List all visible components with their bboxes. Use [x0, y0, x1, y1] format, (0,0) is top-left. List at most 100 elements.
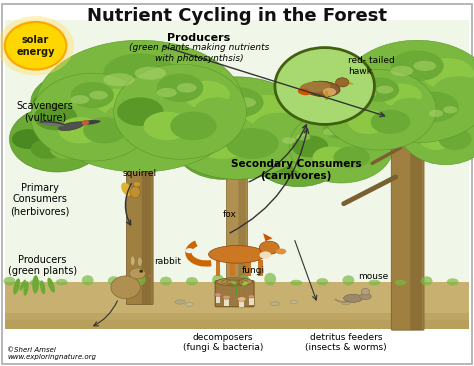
Ellipse shape — [135, 67, 166, 80]
Ellipse shape — [220, 127, 235, 133]
Ellipse shape — [312, 146, 349, 168]
Ellipse shape — [76, 83, 105, 101]
Text: Nutrient Cycling in the Forest: Nutrient Cycling in the Forest — [87, 7, 387, 26]
FancyBboxPatch shape — [410, 109, 422, 330]
Ellipse shape — [111, 276, 140, 299]
Ellipse shape — [443, 106, 457, 113]
Ellipse shape — [301, 132, 334, 152]
Ellipse shape — [75, 120, 100, 125]
Ellipse shape — [432, 76, 474, 107]
Ellipse shape — [46, 91, 90, 117]
Ellipse shape — [302, 124, 338, 146]
Bar — [258, 260, 263, 276]
Bar — [5, 282, 469, 329]
Ellipse shape — [447, 278, 458, 285]
Ellipse shape — [371, 110, 410, 134]
Ellipse shape — [376, 86, 393, 94]
Ellipse shape — [308, 144, 341, 164]
Ellipse shape — [31, 73, 154, 161]
Circle shape — [361, 288, 370, 295]
Ellipse shape — [282, 127, 315, 147]
Circle shape — [275, 48, 374, 124]
Ellipse shape — [31, 73, 116, 132]
Ellipse shape — [13, 278, 20, 295]
Ellipse shape — [157, 74, 203, 102]
Ellipse shape — [429, 99, 462, 121]
Ellipse shape — [237, 297, 246, 301]
Ellipse shape — [32, 275, 39, 294]
Ellipse shape — [298, 89, 311, 95]
Bar — [249, 298, 254, 305]
Ellipse shape — [215, 293, 221, 296]
Ellipse shape — [210, 102, 233, 113]
Ellipse shape — [238, 275, 250, 285]
Ellipse shape — [165, 113, 218, 143]
Ellipse shape — [161, 77, 313, 179]
Circle shape — [5, 22, 66, 70]
Text: squirrel: squirrel — [123, 169, 157, 178]
FancyBboxPatch shape — [127, 120, 153, 305]
Ellipse shape — [242, 282, 248, 285]
Ellipse shape — [375, 92, 428, 122]
Ellipse shape — [185, 248, 194, 253]
Text: fungi: fungi — [242, 266, 265, 275]
Ellipse shape — [420, 276, 432, 285]
Ellipse shape — [248, 295, 254, 298]
Ellipse shape — [41, 86, 114, 126]
FancyArrowPatch shape — [372, 148, 401, 163]
Ellipse shape — [419, 128, 453, 150]
Ellipse shape — [31, 139, 64, 159]
Ellipse shape — [117, 97, 164, 126]
Ellipse shape — [59, 117, 101, 143]
Ellipse shape — [9, 106, 104, 172]
FancyBboxPatch shape — [227, 146, 247, 294]
Ellipse shape — [39, 121, 65, 126]
Ellipse shape — [47, 278, 55, 292]
Ellipse shape — [209, 246, 265, 263]
Ellipse shape — [134, 274, 146, 285]
Ellipse shape — [29, 279, 41, 285]
Ellipse shape — [429, 110, 443, 117]
Ellipse shape — [41, 85, 71, 102]
Ellipse shape — [50, 102, 80, 120]
Ellipse shape — [195, 128, 248, 159]
FancyBboxPatch shape — [142, 120, 151, 304]
Text: Scavengers
(vulture): Scavengers (vulture) — [17, 101, 73, 123]
FancyBboxPatch shape — [391, 109, 424, 330]
Ellipse shape — [50, 139, 83, 159]
Text: red- tailed
hawk: red- tailed hawk — [348, 56, 395, 76]
Ellipse shape — [157, 88, 177, 97]
Ellipse shape — [197, 146, 230, 166]
Ellipse shape — [292, 135, 328, 157]
Ellipse shape — [406, 92, 459, 122]
Ellipse shape — [144, 112, 190, 140]
Ellipse shape — [19, 280, 26, 291]
Polygon shape — [263, 233, 273, 241]
Bar — [5, 313, 469, 320]
Ellipse shape — [193, 97, 240, 126]
Ellipse shape — [71, 82, 114, 108]
Ellipse shape — [185, 303, 194, 306]
Text: ©Sheri Amsel
www.exploringnature.org: ©Sheri Amsel www.exploringnature.org — [7, 347, 96, 360]
Ellipse shape — [316, 278, 328, 285]
Ellipse shape — [233, 97, 256, 108]
Ellipse shape — [133, 182, 141, 187]
Ellipse shape — [55, 279, 67, 285]
Ellipse shape — [226, 128, 279, 159]
Ellipse shape — [410, 106, 443, 128]
FancyArrowPatch shape — [344, 177, 396, 204]
Ellipse shape — [137, 257, 142, 266]
Ellipse shape — [391, 51, 444, 81]
Ellipse shape — [130, 83, 177, 112]
Ellipse shape — [223, 295, 230, 299]
Ellipse shape — [322, 70, 436, 150]
Ellipse shape — [438, 128, 472, 150]
Ellipse shape — [344, 294, 363, 302]
Ellipse shape — [206, 120, 239, 140]
FancyBboxPatch shape — [238, 146, 246, 293]
Text: Primary
Consumers
(herbivores): Primary Consumers (herbivores) — [10, 183, 70, 216]
Ellipse shape — [180, 97, 233, 128]
Ellipse shape — [55, 119, 69, 126]
Ellipse shape — [341, 40, 474, 143]
Ellipse shape — [186, 277, 198, 285]
